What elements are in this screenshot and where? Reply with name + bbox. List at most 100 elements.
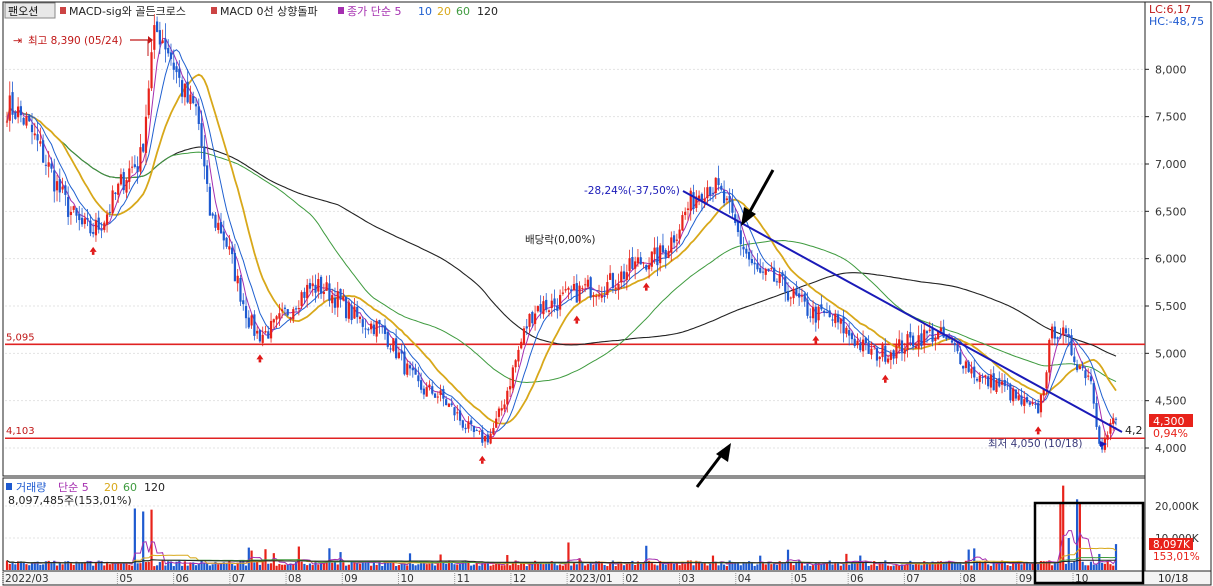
volume-bar [748,561,751,570]
candle-body [597,295,601,297]
volume-bar [122,563,125,570]
candle-body [108,212,111,214]
volume-bar [253,562,256,570]
candle-body [984,375,987,378]
candle-body [53,170,56,192]
volume-bar [953,563,956,570]
candle-body [420,380,423,390]
volume-bar [136,563,139,570]
price-tick-label: 5,000 [1155,347,1187,360]
candle-body [950,340,954,343]
volume-bar [92,565,95,570]
candle-body [722,190,726,204]
volume-bar [395,566,398,570]
candle-body [778,274,781,283]
candle-body [181,80,184,97]
candle-body [561,292,564,294]
volume-bar [709,563,712,570]
volume-bar [661,563,665,570]
candle-body [311,283,314,287]
candle-body [458,410,462,421]
volume-bar [497,563,501,570]
volume-bar [222,562,225,570]
volume-bar [314,560,317,570]
volume-bar [256,561,259,570]
volume-bar [639,563,642,570]
candle-body [631,257,634,269]
volume-bar [745,562,748,570]
volume-bar [820,564,823,570]
candle-body [439,390,442,396]
candle-body [567,287,570,290]
candle-body [367,328,370,331]
candle-body [486,434,489,443]
high-arrow-head [148,36,153,44]
candle-body [28,115,31,122]
volume-bar [17,561,20,570]
candle-body [706,187,709,199]
candle-body [167,48,170,54]
low-annotation: 최저 4,050 (10/18) [988,438,1083,450]
volume-bar [492,564,495,570]
date-tick-label: 05 [119,573,132,585]
candle-body [639,257,642,265]
candle-body [475,430,478,432]
candle-body [436,396,439,398]
volume-bar [606,566,609,570]
volume-bar [1109,564,1112,570]
candle-body [909,331,912,338]
candle-body [175,66,178,73]
volume-bar [628,563,631,570]
volume-bar [1023,563,1026,570]
candle-body [328,283,331,301]
volume-bar [1087,565,1090,570]
candle-body [408,365,412,369]
candle-body [845,327,848,334]
volume-bar [328,548,331,570]
candle-body [956,344,959,352]
candle-body [917,335,920,349]
candle-body [72,206,75,210]
volume-bar [942,562,945,570]
candle-body [450,403,453,406]
candle-body [378,320,381,325]
candle-body [581,287,584,289]
volume-bar [422,561,426,570]
candle-body [689,190,692,211]
candle-body [1089,376,1093,382]
candle-body [517,349,520,362]
candle-body [33,133,36,136]
candle-body [67,197,70,217]
candle-body [834,313,837,324]
candle-body [69,211,73,216]
candle-body [709,186,712,196]
candle-body [228,246,231,250]
stock-tab[interactable] [4,2,56,19]
candle-body [970,368,973,374]
volume-bar [281,564,284,570]
volume-bar [1114,544,1118,570]
ma-legend-10: 10 [418,5,432,18]
candle-body [1003,379,1006,386]
volume-bar [231,563,234,570]
candle-body [144,116,148,153]
volume-bar [206,563,209,570]
candle-body [625,272,628,281]
volume-bar [850,562,854,570]
price-tick-label: 4,000 [1155,442,1187,455]
candle-body [906,334,909,351]
date-tick-label: 12 [513,573,526,585]
lc-value: LC:6,17 [1149,3,1191,16]
volume-bar [1045,561,1048,570]
volume-bar [734,562,737,570]
ma20-line [6,73,1117,425]
candle-body [748,251,751,260]
volume-bar [447,561,451,570]
price-tick-label: 4,500 [1155,395,1187,408]
volume-tick-label: 20,000K [1155,501,1200,513]
candle-body [511,367,514,389]
volume-bar [570,565,573,570]
volume-bar [1000,560,1004,570]
volume-bar [322,563,325,570]
candle-body [781,272,784,276]
